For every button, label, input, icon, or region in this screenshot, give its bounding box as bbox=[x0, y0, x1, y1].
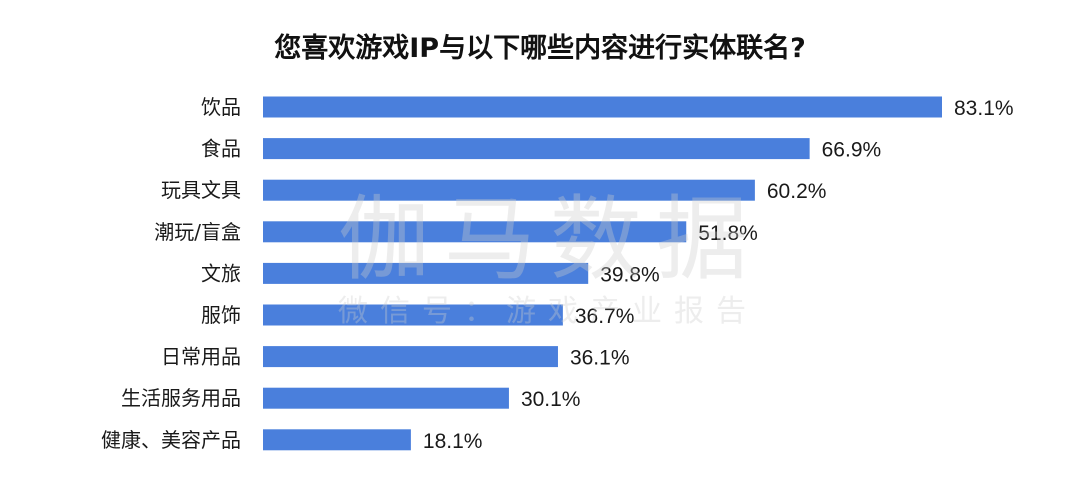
category-label: 服饰 bbox=[201, 303, 241, 327]
chart-title: 您喜欢游戏IP与以下哪些内容进行实体联名? bbox=[274, 33, 806, 64]
bar bbox=[263, 138, 810, 160]
value-label: 51.8% bbox=[698, 222, 758, 245]
category-label: 生活服务用品 bbox=[121, 386, 241, 410]
bar bbox=[263, 262, 589, 284]
bar bbox=[263, 387, 509, 409]
value-label: 30.1% bbox=[521, 388, 581, 411]
bar bbox=[263, 429, 411, 451]
bar bbox=[263, 304, 563, 326]
bar bbox=[263, 96, 942, 118]
value-label: 18.1% bbox=[423, 430, 483, 453]
value-label: 36.1% bbox=[570, 347, 630, 370]
bar bbox=[263, 179, 755, 201]
category-label: 潮玩/盲盒 bbox=[154, 220, 241, 244]
bar bbox=[263, 221, 687, 243]
category-label: 饮品 bbox=[201, 95, 241, 119]
category-label: 健康、美容产品 bbox=[101, 428, 241, 452]
value-label: 66.9% bbox=[822, 139, 882, 162]
value-label: 39.8% bbox=[600, 263, 660, 286]
value-label: 60.2% bbox=[767, 180, 827, 203]
category-label: 玩具文具 bbox=[161, 178, 241, 202]
value-label: 83.1% bbox=[954, 97, 1014, 120]
bar bbox=[263, 346, 558, 368]
category-label: 日常用品 bbox=[161, 345, 241, 369]
value-label: 36.7% bbox=[575, 305, 635, 328]
category-label: 文旅 bbox=[201, 261, 241, 285]
category-label: 食品 bbox=[201, 137, 241, 161]
